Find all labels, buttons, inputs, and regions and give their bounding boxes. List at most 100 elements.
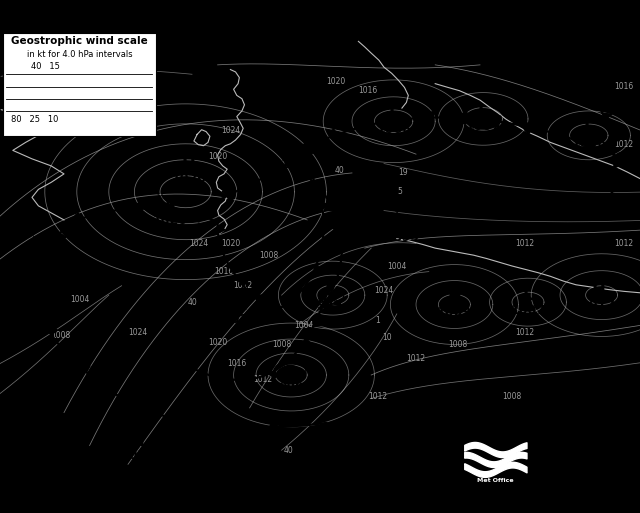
Text: ×: × bbox=[175, 150, 183, 160]
Text: ×: × bbox=[393, 209, 401, 219]
Text: L: L bbox=[478, 103, 488, 121]
Polygon shape bbox=[314, 265, 323, 272]
Text: ×: × bbox=[124, 427, 132, 437]
Polygon shape bbox=[327, 283, 335, 289]
Wedge shape bbox=[74, 213, 87, 224]
Polygon shape bbox=[602, 113, 612, 120]
Text: ×: × bbox=[316, 277, 324, 287]
Polygon shape bbox=[614, 161, 623, 168]
Polygon shape bbox=[271, 308, 280, 314]
Text: 1006: 1006 bbox=[376, 123, 411, 135]
Text: 1024: 1024 bbox=[221, 126, 240, 135]
Text: 1004: 1004 bbox=[70, 295, 90, 304]
Text: 1012: 1012 bbox=[253, 375, 272, 384]
Wedge shape bbox=[264, 169, 276, 180]
Wedge shape bbox=[222, 191, 234, 201]
Text: H: H bbox=[591, 282, 605, 300]
Text: ×: × bbox=[227, 291, 234, 301]
Text: 1008: 1008 bbox=[448, 340, 467, 349]
Text: 1004: 1004 bbox=[387, 263, 406, 271]
Text: 1016: 1016 bbox=[358, 86, 378, 95]
Polygon shape bbox=[217, 227, 225, 233]
Text: ×: × bbox=[156, 192, 164, 202]
Text: 1008: 1008 bbox=[502, 391, 522, 401]
Text: L: L bbox=[286, 364, 296, 382]
Text: 1008: 1008 bbox=[51, 330, 70, 340]
Text: 40: 40 bbox=[334, 166, 344, 175]
Text: 1006: 1006 bbox=[572, 137, 606, 150]
Text: 1028: 1028 bbox=[223, 313, 257, 326]
Text: 1007: 1007 bbox=[511, 304, 545, 317]
Text: ×: × bbox=[470, 98, 477, 108]
Text: 1012: 1012 bbox=[406, 354, 426, 363]
Text: 1017: 1017 bbox=[581, 299, 616, 312]
Wedge shape bbox=[194, 210, 205, 222]
Polygon shape bbox=[288, 356, 297, 362]
Polygon shape bbox=[39, 308, 48, 314]
Text: 1012: 1012 bbox=[515, 328, 534, 337]
Wedge shape bbox=[51, 229, 66, 239]
Wedge shape bbox=[134, 203, 142, 215]
Wedge shape bbox=[586, 141, 596, 151]
Text: H: H bbox=[233, 295, 247, 313]
Wedge shape bbox=[426, 112, 433, 123]
Polygon shape bbox=[321, 245, 330, 251]
Polygon shape bbox=[63, 348, 72, 354]
Polygon shape bbox=[44, 263, 53, 269]
Text: 40: 40 bbox=[187, 298, 197, 307]
Text: in kt for 4.0 hPa intervals: in kt for 4.0 hPa intervals bbox=[26, 50, 132, 59]
Text: L: L bbox=[584, 120, 594, 137]
Text: 1016: 1016 bbox=[227, 359, 246, 368]
Text: 1008: 1008 bbox=[272, 340, 291, 349]
Wedge shape bbox=[392, 114, 401, 126]
Text: 1008: 1008 bbox=[259, 251, 278, 260]
Polygon shape bbox=[40, 285, 48, 292]
Polygon shape bbox=[557, 48, 566, 54]
Text: Met Office: Met Office bbox=[477, 478, 514, 483]
Wedge shape bbox=[492, 116, 501, 127]
Text: 1026: 1026 bbox=[172, 172, 206, 185]
Text: 40   15: 40 15 bbox=[31, 62, 60, 71]
Polygon shape bbox=[334, 244, 342, 250]
Text: 10: 10 bbox=[382, 333, 392, 342]
Polygon shape bbox=[239, 281, 248, 286]
Text: 1020: 1020 bbox=[208, 152, 227, 161]
Wedge shape bbox=[360, 120, 370, 131]
Polygon shape bbox=[300, 173, 308, 179]
Text: 40N: 40N bbox=[0, 107, 2, 116]
Text: 1024: 1024 bbox=[128, 328, 147, 337]
Text: 1020: 1020 bbox=[208, 338, 227, 347]
Text: ×: × bbox=[575, 115, 583, 125]
Text: 1016: 1016 bbox=[51, 70, 70, 79]
Polygon shape bbox=[238, 422, 248, 428]
Wedge shape bbox=[164, 204, 174, 216]
Text: 1: 1 bbox=[375, 317, 380, 325]
Polygon shape bbox=[221, 246, 229, 252]
Text: L: L bbox=[523, 286, 533, 304]
Text: 1007: 1007 bbox=[466, 121, 500, 133]
Polygon shape bbox=[301, 285, 310, 291]
Polygon shape bbox=[574, 69, 583, 75]
Polygon shape bbox=[81, 366, 90, 372]
Polygon shape bbox=[315, 188, 324, 193]
Polygon shape bbox=[313, 320, 323, 327]
Text: 1024: 1024 bbox=[374, 286, 394, 295]
Text: L: L bbox=[324, 282, 335, 300]
Text: 19: 19 bbox=[398, 168, 408, 177]
Text: L: L bbox=[388, 105, 399, 123]
Text: ×: × bbox=[278, 359, 285, 369]
Polygon shape bbox=[202, 205, 211, 211]
Text: L: L bbox=[164, 197, 175, 215]
Text: © Crown Copyright: © Crown Copyright bbox=[533, 468, 621, 478]
Polygon shape bbox=[326, 205, 334, 211]
Polygon shape bbox=[321, 203, 330, 209]
Text: 1012: 1012 bbox=[234, 281, 253, 290]
Polygon shape bbox=[269, 421, 278, 427]
Text: 1020: 1020 bbox=[221, 239, 240, 248]
Text: 1012: 1012 bbox=[614, 239, 634, 248]
Text: 1012: 1012 bbox=[614, 140, 634, 149]
Text: 995: 995 bbox=[29, 252, 54, 265]
Text: ×: × bbox=[441, 284, 449, 294]
Polygon shape bbox=[216, 377, 225, 384]
Text: 80   25   10: 80 25 10 bbox=[11, 114, 58, 124]
